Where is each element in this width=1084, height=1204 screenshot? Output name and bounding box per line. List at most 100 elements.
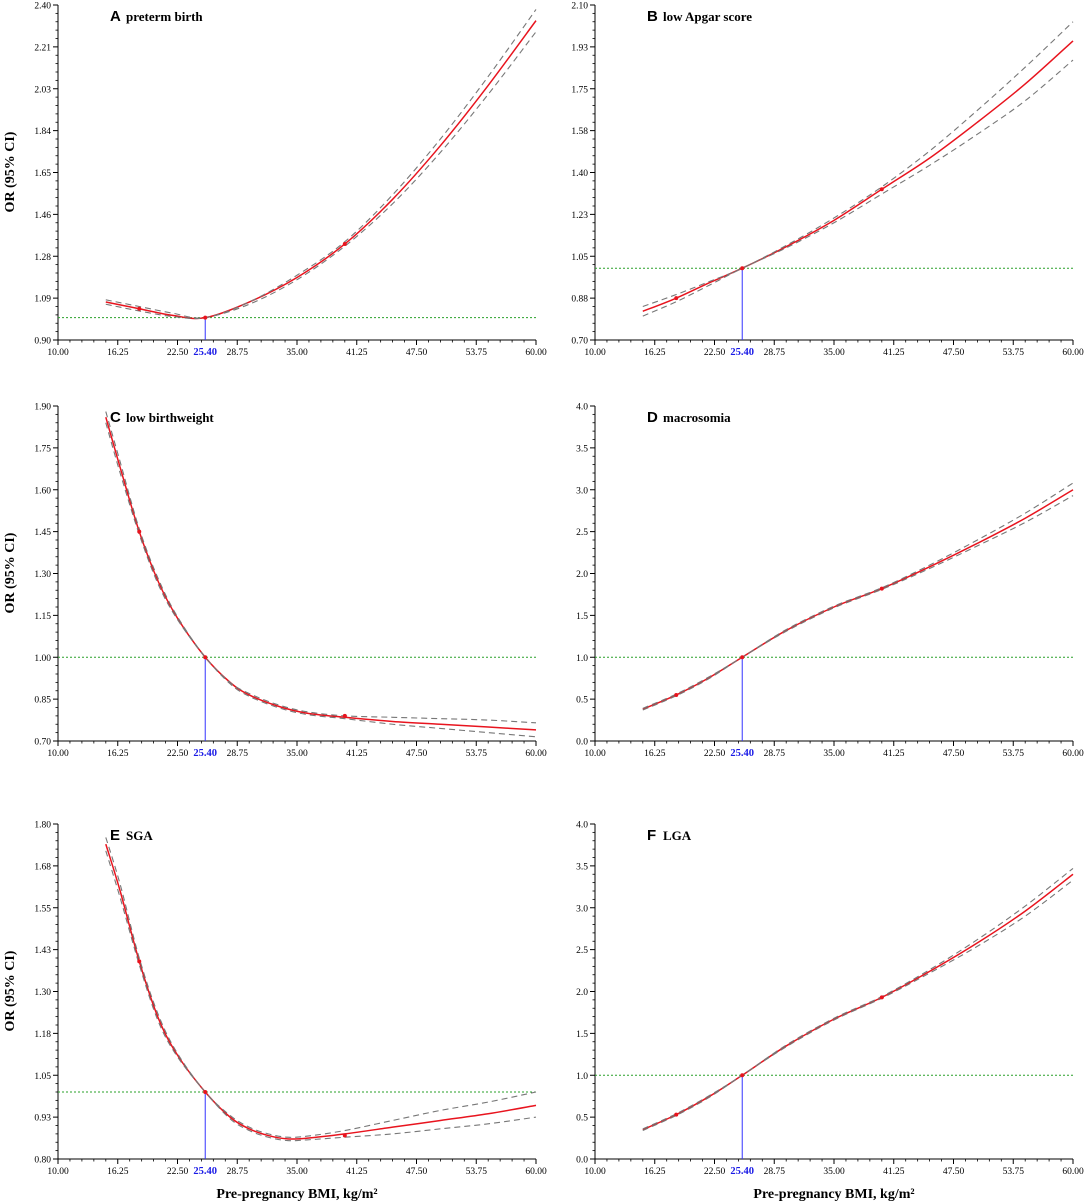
y-tick-label: 3.5 — [576, 862, 588, 872]
y-tick-label: 0.70 — [34, 738, 51, 748]
ci-upper-curve — [105, 837, 537, 1138]
y-tick-label: 1.80 — [34, 821, 51, 831]
y-tick-label: 1.5 — [576, 612, 588, 622]
panel-a: 0.90 1.09 1.28 1.46 1.65 1.84 2.03 2.21 2.40 10.0… — [34, 2, 547, 359]
y-tick-label: 1.60 — [34, 486, 51, 496]
x-tick-label: 22.50 — [704, 1167, 726, 1177]
x-tick-label: 16.25 — [107, 348, 129, 358]
y-tick-label: 1.5 — [576, 1030, 588, 1040]
x-tick-label: 47.50 — [943, 1167, 965, 1177]
x-tick-label: 60.00 — [525, 1167, 547, 1177]
x-tick-label: 47.50 — [943, 749, 965, 759]
ci-upper-curve — [105, 411, 537, 724]
y-tick-label: 1.40 — [571, 169, 588, 179]
reference-bmi-label: 25.40 — [193, 748, 217, 759]
x-tick-label: 60.00 — [1062, 348, 1084, 358]
y-tick-label: 2.5 — [576, 946, 588, 956]
x-tick-label: 41.25 — [346, 1167, 368, 1177]
x-tick-label: 10.00 — [47, 1167, 69, 1177]
y-tick-label: 1.0 — [576, 1072, 588, 1082]
or-curve — [642, 873, 1074, 1131]
marked-point — [674, 296, 679, 301]
y-axis-title-bottom: OR (95% CI) — [3, 950, 18, 1031]
x-tick-label: 41.25 — [346, 348, 368, 358]
marked-point — [740, 266, 745, 271]
or-curve — [642, 40, 1074, 312]
reference-bmi-label: 25.40 — [193, 1166, 217, 1177]
y-tick-label: 0.88 — [571, 295, 588, 305]
marked-point — [342, 1133, 347, 1138]
panel-letter: B — [647, 8, 658, 25]
y-tick-label: 2.03 — [34, 85, 51, 95]
ci-upper-curve — [642, 867, 1074, 1130]
marked-point — [674, 692, 679, 697]
y-tick-label: 0.0 — [576, 1156, 588, 1166]
x-tick-label: 53.75 — [1003, 1167, 1025, 1177]
panel-b: 0.70 0.88 1.05 1.23 1.40 1.58 1.75 1.93 2.10 10.0… — [571, 2, 1084, 359]
panel-title: macrosomia — [663, 410, 731, 425]
y-tick-label: 0.85 — [34, 696, 51, 706]
y-tick-label: 0.5 — [576, 696, 588, 706]
x-tick-label: 16.25 — [644, 749, 666, 759]
marked-point — [740, 1073, 745, 1078]
y-tick-label: 2.10 — [571, 2, 588, 12]
x-tick-label: 47.50 — [943, 348, 965, 358]
x-tick-label: 22.50 — [167, 1167, 189, 1177]
y-tick-label: 1.28 — [34, 253, 51, 263]
y-tick-label: 1.00 — [34, 654, 51, 664]
x-tick-label: 60.00 — [1062, 1167, 1084, 1177]
y-tick-label: 1.65 — [34, 169, 51, 179]
y-tick-label: 1.55 — [34, 904, 51, 914]
y-tick-label: 1.15 — [34, 612, 51, 622]
y-tick-label: 1.46 — [34, 211, 51, 221]
marked-point — [203, 315, 208, 320]
y-tick-label: 2.40 — [34, 2, 51, 12]
x-tick-label: 28.75 — [764, 749, 786, 759]
x-tick-label: 47.50 — [406, 348, 428, 358]
x-tick-label: 41.25 — [883, 348, 905, 358]
y-tick-label: 3.5 — [576, 444, 588, 454]
y-tick-label: 1.45 — [34, 528, 51, 538]
x-tick-label: 60.00 — [525, 348, 547, 358]
ci-lower-curve — [105, 31, 537, 320]
marked-point — [137, 959, 142, 964]
or-curve — [642, 489, 1074, 710]
panel-title: low birthweight — [126, 410, 214, 425]
or-curve — [105, 843, 537, 1140]
ci-lower-curve — [105, 422, 537, 738]
ci-lower-curve — [642, 495, 1074, 711]
ci-upper-curve — [105, 9, 537, 319]
x-tick-label: 16.25 — [644, 348, 666, 358]
marked-point — [879, 187, 884, 192]
y-tick-label: 2.21 — [34, 43, 51, 53]
y-tick-label: 2.0 — [576, 570, 588, 580]
y-tick-label: 0.80 — [34, 1156, 51, 1166]
reference-bmi-label: 25.40 — [193, 347, 217, 358]
panel-letter: E — [110, 827, 120, 844]
panel-c: 0.70 0.85 1.00 1.15 1.30 1.45 1.60 1.75 1.90 10.0… — [34, 403, 547, 760]
marked-point — [203, 1090, 208, 1094]
x-axis-title-right: Pre-pregnancy BMI, kg/m² — [753, 1187, 914, 1202]
ci-upper-curve — [642, 21, 1074, 308]
y-tick-label: 0.0 — [576, 738, 588, 748]
y-tick-label: 1.05 — [34, 1072, 51, 1082]
marked-point — [740, 655, 745, 660]
x-tick-label: 16.25 — [107, 749, 129, 759]
x-tick-label: 53.75 — [466, 749, 488, 759]
y-tick-label: 1.0 — [576, 654, 588, 664]
marked-point — [342, 713, 347, 718]
y-tick-label: 1.30 — [34, 570, 51, 580]
panel-title: low Apgar score — [663, 9, 752, 24]
y-tick-label: 1.23 — [571, 211, 588, 221]
y-tick-label: 1.30 — [34, 988, 51, 998]
x-axis-title-left: Pre-pregnancy BMI, kg/m² — [216, 1187, 377, 1202]
x-tick-label: 35.00 — [823, 1167, 845, 1177]
marked-point — [137, 306, 142, 311]
x-tick-label: 47.50 — [406, 1167, 428, 1177]
x-tick-label: 41.25 — [346, 749, 368, 759]
x-tick-label: 35.00 — [286, 749, 308, 759]
panel-f: 0.0 0.5 1.0 1.5 2.0 2.5 3.0 3.5 4.0 10.00 16.25 22.… — [576, 821, 1084, 1178]
y-tick-label: 1.58 — [571, 127, 588, 137]
y-tick-label: 0.90 — [34, 337, 51, 347]
y-tick-label: 1.84 — [34, 127, 51, 137]
